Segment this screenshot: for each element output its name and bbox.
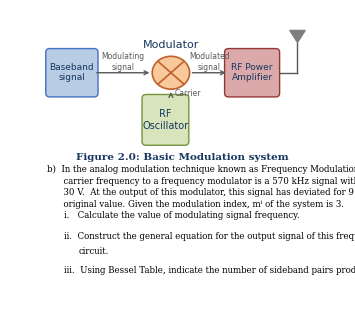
Text: Modulated
signal: Modulated signal	[189, 52, 229, 72]
Text: Modulator: Modulator	[143, 40, 199, 50]
FancyBboxPatch shape	[46, 49, 98, 97]
FancyBboxPatch shape	[225, 49, 280, 97]
Text: ii.  Construct the general equation for the output signal of this frequency modu: ii. Construct the general equation for t…	[64, 232, 355, 241]
Text: Baseband
signal: Baseband signal	[50, 63, 94, 83]
Circle shape	[152, 56, 190, 89]
FancyBboxPatch shape	[142, 95, 189, 145]
Text: Figure 2.0: Basic Modulation system: Figure 2.0: Basic Modulation system	[76, 153, 288, 161]
Polygon shape	[290, 30, 305, 42]
Text: Carrier: Carrier	[175, 89, 202, 98]
Text: b)  In the analog modulation technique known as Frequency Modulation, the input
: b) In the analog modulation technique kn…	[47, 165, 355, 209]
Text: RF
Oscillator: RF Oscillator	[142, 109, 189, 131]
Text: iii.  Using Bessel Table, indicate the number of sideband pairs produced.: iii. Using Bessel Table, indicate the nu…	[64, 266, 355, 275]
Text: i.   Calculate the value of modulating signal frequency.: i. Calculate the value of modulating sig…	[64, 211, 299, 219]
Text: circuit.: circuit.	[79, 247, 109, 256]
Text: Modulating
signal: Modulating signal	[102, 52, 144, 72]
Text: RF Power
Amplifier: RF Power Amplifier	[231, 63, 273, 83]
